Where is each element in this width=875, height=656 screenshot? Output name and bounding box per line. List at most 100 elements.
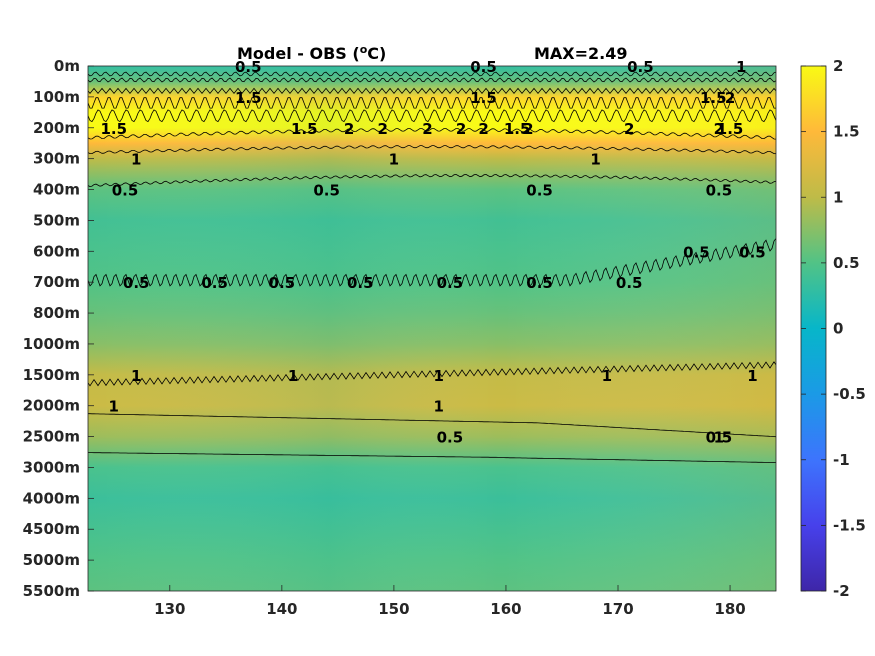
y-tick-label: 600m	[33, 242, 80, 260]
x-tick-label: 150	[378, 600, 409, 618]
y-tick-label: 500m	[33, 211, 80, 229]
x-tick-label: 140	[266, 600, 297, 618]
y-tick-label: 400m	[33, 181, 80, 199]
contour-label: 1	[602, 367, 612, 385]
colorbar-tick-label: 0	[833, 320, 843, 338]
title-superscript: o	[360, 43, 368, 56]
y-tick-label: 4500m	[23, 520, 80, 538]
contour-label: 2	[523, 120, 533, 138]
contour-line-2-lower	[88, 109, 776, 123]
x-tick-label: 180	[714, 600, 745, 618]
title-text: Model - OBS (oC)	[237, 43, 386, 63]
contour-line-0.5-2500m	[88, 452, 776, 463]
contour-line-1-surface	[88, 77, 776, 83]
y-tick-label: 300m	[33, 150, 80, 168]
max-annotation: MAX=2.49	[534, 44, 628, 63]
y-tick-label: 100m	[33, 88, 80, 106]
contour-label: 2	[456, 120, 466, 138]
y-tick-label: 0m	[54, 57, 80, 75]
x-axis: 130 140 150 160 170 180	[154, 585, 746, 618]
colorbar-tick-label: -1	[833, 451, 850, 469]
contour-label: 0.5	[112, 182, 139, 200]
contour-label: 2	[478, 120, 488, 138]
contour-label: 1.5	[470, 89, 497, 107]
contour-label: 0.5	[627, 58, 654, 76]
y-tick-label: 4000m	[23, 489, 80, 507]
contour-label: 0.5	[269, 274, 296, 292]
colorbar-tick-label: 0.5	[833, 254, 860, 272]
contour-label: 0.5	[683, 243, 710, 261]
plot-frame	[87, 65, 777, 592]
contour-labels: 0.51.50.51.50.5 11.522 2 2 2 2 2 2 21.5 1.5 1.5 1.5…	[100, 58, 765, 447]
contour-line-1-2000m	[88, 413, 776, 438]
contour-label: 0.5	[739, 243, 766, 261]
contour-label: 1.5	[235, 89, 262, 107]
chart-title: Model - OBS (oC) MAX=2.49	[237, 43, 628, 63]
y-tick-label: 3000m	[23, 458, 80, 476]
contour-label: 1	[131, 151, 141, 169]
contour-line-0.5-400m	[88, 173, 776, 188]
contour-label: 0.5	[347, 274, 374, 292]
contour-lines	[88, 71, 776, 463]
contour-label: 0.5	[526, 182, 553, 200]
contour-label: 1.5	[700, 89, 727, 107]
colorbar-tick-label: 1	[833, 188, 843, 206]
y-axis: 0m 100m 200m 300m 400m 500m 600m 700m 800m 1000m 1…	[23, 57, 94, 600]
colorbar-tick-label: -0.5	[833, 385, 866, 403]
contour-label: 1	[747, 367, 757, 385]
y-tick-label: 2000m	[23, 397, 80, 415]
contour-label: 1.5	[717, 120, 744, 138]
y-tick-label: 5000m	[23, 551, 80, 569]
x-tick-label: 130	[154, 600, 185, 618]
y-tick-label: 1000m	[23, 335, 80, 353]
contour-label: 0.5	[706, 429, 733, 447]
contour-line-1-thermocline	[88, 145, 776, 155]
contour-label: 1	[288, 367, 298, 385]
contour-label: 1	[131, 367, 141, 385]
y-tick-label: 800m	[33, 304, 80, 322]
contour-label: 0.5	[437, 429, 464, 447]
colorbar-ticks: 2 1.5 1 0.5 0 -0.5 -1 -1.5 -2	[801, 57, 866, 600]
x-tick-label: 170	[602, 600, 633, 618]
colorbar: 2 1.5 1 0.5 0 -0.5 -1 -1.5 -2	[800, 57, 866, 600]
y-tick-label: 5500m	[23, 582, 80, 600]
colorbar-tick-label: 2	[833, 57, 843, 75]
contour-label: 0.5	[201, 274, 228, 292]
contour-label: 0.5	[470, 58, 497, 76]
x-tick-label: 160	[490, 600, 521, 618]
contour-label: 0.5	[313, 182, 340, 200]
contour-label: 0.5	[526, 274, 553, 292]
contour-label: 1	[590, 151, 600, 169]
contour-label: 0.5	[235, 58, 262, 76]
contour-label: 2	[624, 120, 634, 138]
contour-line-2-upper	[88, 97, 776, 109]
contour-label: 1	[736, 58, 746, 76]
contour-line-1-1500m	[88, 361, 776, 387]
contour-label: 1	[109, 398, 119, 416]
title-unit: C)	[367, 44, 386, 63]
heatmap-horizontal-shade	[88, 66, 776, 591]
y-tick-label: 200m	[33, 119, 80, 137]
y-tick-label: 1500m	[23, 366, 80, 384]
contour-label: 2	[377, 120, 387, 138]
colorbar-tick-label: -1.5	[833, 516, 866, 534]
contour-label: 0.5	[616, 274, 643, 292]
y-tick-label: 2500m	[23, 428, 80, 446]
contour-label: 1.5	[504, 120, 531, 138]
contour-label: 1.5	[291, 120, 318, 138]
contour-label: 1	[389, 151, 399, 169]
contour-line-1.5-upper	[88, 87, 776, 95]
y-tick-label: 700m	[33, 273, 80, 291]
contour-line-0.5-700m	[88, 238, 776, 287]
contour-line-1.5-thermocline	[88, 128, 776, 140]
contour-label: 2	[344, 120, 354, 138]
contour-label: 0.5	[437, 274, 464, 292]
colorbar-tick-label: 1.5	[833, 123, 860, 141]
contour-label: 1	[714, 429, 724, 447]
plot-area: 0.51.50.51.50.5 11.522 2 2 2 2 2 2 21.5 1.5 1.5 1.5…	[87, 58, 777, 592]
contour-label: 1.5	[100, 120, 127, 138]
contour-label: 0.5	[706, 182, 733, 200]
contour-label: 2	[725, 89, 735, 107]
contour-line-0.5-surface	[88, 71, 776, 77]
